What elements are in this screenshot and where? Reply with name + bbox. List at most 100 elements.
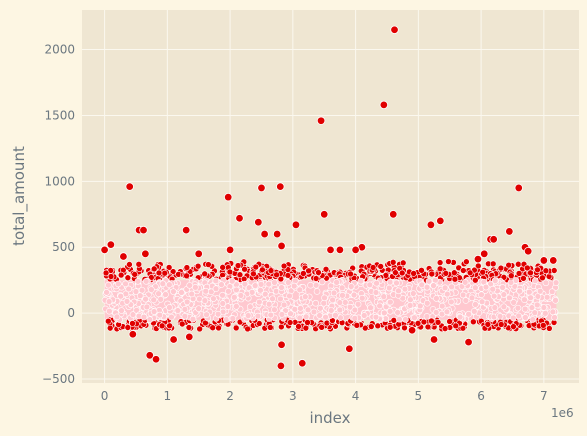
data-point xyxy=(380,293,388,300)
data-point xyxy=(393,279,400,287)
data-point xyxy=(246,303,254,311)
data-point xyxy=(155,290,162,297)
outlier-point xyxy=(272,229,282,239)
dense-point-cloud xyxy=(101,258,560,333)
data-point xyxy=(196,295,203,303)
data-point xyxy=(389,259,397,266)
data-point xyxy=(170,288,177,295)
x-tick-label: 2 xyxy=(226,389,234,403)
outlier-point xyxy=(514,183,523,193)
data-point xyxy=(178,320,186,328)
data-point xyxy=(234,262,242,269)
data-point xyxy=(346,303,354,311)
y-tick-label: 2000 xyxy=(44,43,75,57)
data-point xyxy=(542,267,550,275)
data-point xyxy=(398,269,406,277)
x-tick-label: 4 xyxy=(352,389,360,403)
data-point xyxy=(305,267,312,275)
outlier-point xyxy=(224,192,233,202)
data-point xyxy=(159,280,167,288)
data-point xyxy=(219,291,226,299)
data-point xyxy=(269,295,276,303)
data-point xyxy=(432,309,440,316)
outlier-point xyxy=(320,210,329,219)
data-point xyxy=(376,302,383,310)
data-point xyxy=(304,306,312,314)
data-point xyxy=(461,278,469,286)
outlier-point xyxy=(407,326,417,335)
data-point xyxy=(185,324,193,331)
data-point xyxy=(336,299,344,306)
data-point xyxy=(373,279,380,287)
data-point xyxy=(106,324,114,332)
data-point xyxy=(295,323,302,330)
data-point xyxy=(505,261,512,269)
outlier-point xyxy=(316,116,326,125)
outlier-point xyxy=(379,100,389,110)
data-point xyxy=(267,311,275,319)
outlier-point xyxy=(345,344,354,353)
data-point xyxy=(150,265,158,273)
data-point xyxy=(286,292,293,300)
data-point xyxy=(525,288,533,296)
data-point xyxy=(347,283,355,290)
data-point xyxy=(360,312,368,319)
data-point xyxy=(425,277,433,285)
y-tick-label: 500 xyxy=(52,240,75,254)
data-point xyxy=(521,296,528,304)
data-point xyxy=(122,280,129,288)
data-point xyxy=(515,270,523,277)
data-point xyxy=(214,310,222,318)
data-point xyxy=(194,262,202,270)
data-point xyxy=(226,268,234,276)
data-point xyxy=(499,284,506,291)
data-point xyxy=(317,304,324,312)
data-point xyxy=(543,293,551,301)
data-point xyxy=(428,270,436,278)
data-point xyxy=(491,277,499,284)
data-point xyxy=(266,324,274,331)
data-point xyxy=(533,301,541,309)
data-point xyxy=(318,278,326,286)
data-point xyxy=(183,264,191,271)
data-point xyxy=(161,269,168,277)
data-point xyxy=(445,258,452,265)
data-point xyxy=(479,268,486,276)
data-point xyxy=(540,322,547,329)
data-point xyxy=(548,288,556,295)
outlier-point xyxy=(326,245,335,255)
outlier-point xyxy=(276,361,286,371)
data-point xyxy=(312,299,320,307)
data-point xyxy=(123,298,131,305)
data-point xyxy=(472,276,479,284)
data-point xyxy=(385,284,393,292)
data-point xyxy=(510,314,517,322)
data-point xyxy=(124,324,132,331)
data-point xyxy=(418,267,425,274)
data-point xyxy=(304,319,311,326)
data-point xyxy=(277,295,284,303)
data-point xyxy=(267,267,275,274)
data-point xyxy=(423,313,431,320)
data-point xyxy=(460,267,467,274)
outlier-point xyxy=(119,252,128,261)
data-point xyxy=(541,310,549,317)
outlier-point xyxy=(141,249,150,259)
data-point xyxy=(361,324,369,332)
data-point xyxy=(316,312,323,319)
data-point xyxy=(490,292,498,300)
data-point xyxy=(386,307,394,315)
outlier-point xyxy=(390,25,399,34)
data-point xyxy=(395,287,402,295)
data-point xyxy=(125,285,132,293)
data-point xyxy=(218,281,225,288)
data-point xyxy=(468,294,476,302)
data-point xyxy=(280,262,288,270)
y-tick-label: 1500 xyxy=(44,108,75,122)
data-point xyxy=(515,260,522,268)
data-point xyxy=(166,322,173,330)
data-point xyxy=(527,269,534,277)
data-point xyxy=(297,305,304,312)
data-point xyxy=(470,318,477,326)
data-point xyxy=(155,269,163,277)
